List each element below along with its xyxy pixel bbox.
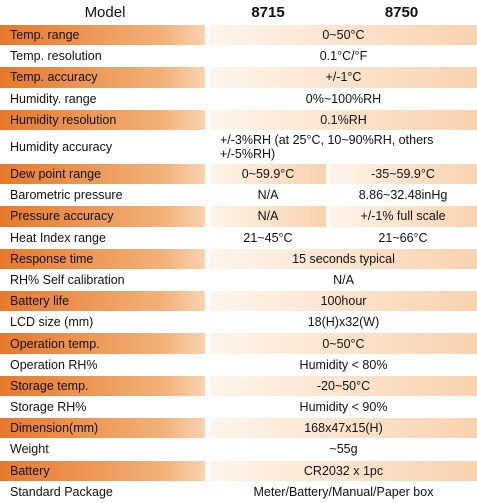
rows: Temp. range 0~50°C Temp. resolution 0.1°C/°… [0, 25, 477, 503]
spec-value: 8.86~32.48inHg [358, 188, 448, 203]
spec-value: +/-1°C [210, 67, 477, 88]
spec-value: 0%~100%RH [305, 91, 382, 106]
spec-label: Humidity resolution [0, 109, 205, 130]
spec-label: Pressure accuracy [0, 206, 205, 227]
spec-label: Humidity. range [10, 91, 97, 106]
spec-label: Heat Index range [10, 230, 106, 245]
spec-label: Battery life [0, 291, 205, 312]
model-8715: 8715 [251, 4, 285, 21]
spec-value: 0~50°C [210, 25, 477, 46]
spec-value: 18(H)x32(W) [307, 315, 380, 330]
spec-value: 0~50°C [210, 333, 477, 354]
spec-row: Dimension(mm) 168x47x15(H) [0, 418, 477, 440]
spec-label: Battery [0, 460, 205, 481]
spec-value: N/A [210, 206, 326, 227]
spec-label: Dew point range [0, 163, 205, 185]
spec-label: Storage temp. [0, 375, 205, 396]
spec-row: LCD size (mm) 18(H)x32(W) [0, 312, 477, 334]
spec-label: Temp. range [0, 25, 205, 46]
spec-value: Meter/Battery/Manual/Paper box [253, 484, 434, 499]
spec-value: 21~45°C [243, 230, 293, 245]
spec-value: 15 seconds typical [210, 248, 477, 269]
spec-row: Humidity resolution 0.1%RH [0, 109, 477, 131]
spec-value: Humidity < 80% [299, 357, 388, 372]
spec-value: 21~66°C [378, 230, 428, 245]
spec-label: Weight [10, 442, 49, 457]
spec-value: 0.1°C/°F [319, 49, 368, 64]
spec-value: N/A [257, 188, 279, 203]
spec-row: Storage temp. -20~50°C [0, 375, 477, 397]
spec-value: ~55g [329, 442, 358, 457]
spec-label: Standard Package [10, 484, 113, 499]
spec-label: Operation RH% [10, 357, 98, 372]
spec-value: +/-3%RH (at 25°C, 10~90%RH, others +/-5%… [220, 132, 434, 161]
spec-value: 168x47x15(H) [210, 418, 477, 439]
spec-row: Barometric pressure N/A 8.86~32.48inHg [0, 185, 477, 207]
spec-value: +/-1% full scale [329, 206, 477, 227]
spec-value: N/A [333, 272, 354, 287]
spec-value: -20~50°C [210, 375, 477, 396]
spec-value: Humidity < 90% [299, 400, 388, 415]
spec-label: Storage RH% [10, 400, 87, 415]
model-header: Model [84, 4, 126, 21]
spec-row: Pressure accuracy N/A +/-1% full scale [0, 206, 477, 228]
spec-row: Dew point range 0~59.9°C -35~59.9°C [0, 163, 477, 186]
spec-row: Storage RH% Humidity < 90% [0, 397, 477, 419]
spec-row: Operation RH% Humidity < 80% [0, 355, 477, 376]
spec-value: -35~59.9°C [329, 163, 477, 185]
spec-value: 100hour [210, 291, 477, 312]
spec-row: Humidity. range 0%~100%RH [0, 89, 477, 110]
spec-value: 0.1%RH [210, 109, 477, 130]
spec-row: Battery life 100hour [0, 291, 477, 313]
spec-row: Operation temp. 0~50°C [0, 333, 477, 355]
spec-label: Dimension(mm) [0, 418, 205, 439]
spec-label: Humidity accuracy [10, 139, 113, 154]
spec-value: 0~59.9°C [210, 163, 326, 185]
spec-label: Operation temp. [0, 333, 205, 354]
model-8750: 8750 [384, 4, 419, 21]
spec-row: Temp. resolution 0.1°C/°F [0, 46, 477, 68]
spec-row: Standard Package Meter/Battery/Manual/Pap… [0, 482, 477, 503]
spec-row: RH% Self calibration N/A [0, 270, 477, 292]
spec-row: Temp. range 0~50°C [0, 25, 477, 47]
spec-label: RH% Self calibration [10, 272, 125, 287]
spec-label: Response time [0, 248, 205, 269]
header-row: Model 8715 8750 [0, 0, 477, 25]
spec-row: Battery CR2032 x 1pc [0, 460, 477, 482]
spec-row: Temp. accuracy +/-1°C [0, 67, 477, 89]
spec-row: Weight ~55g [0, 439, 477, 461]
spec-row: Response time 15 seconds typical [0, 248, 477, 270]
spec-label: Temp. accuracy [0, 67, 205, 88]
spec-value: CR2032 x 1pc [210, 460, 477, 481]
spec-label: LCD size (mm) [10, 315, 94, 330]
spec-row: Heat Index range 21~45°C 21~66°C [0, 228, 477, 249]
spec-label: Temp. resolution [10, 49, 102, 64]
spec-label: Barometric pressure [10, 188, 123, 203]
spec-row: Humidity accuracy +/-3%RH (at 25°C, 10~90… [0, 131, 477, 164]
